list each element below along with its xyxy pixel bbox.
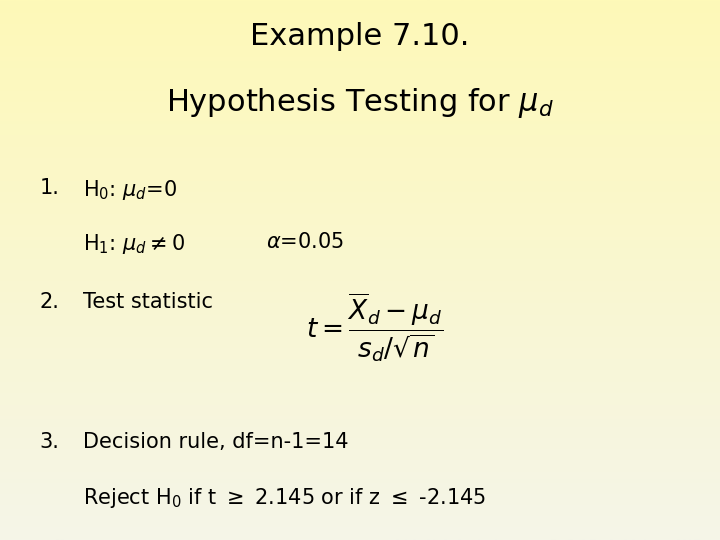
- Text: $\alpha$=0.05: $\alpha$=0.05: [266, 232, 344, 252]
- Text: Hypothesis Testing for $\mu_d$: Hypothesis Testing for $\mu_d$: [166, 86, 554, 120]
- Text: 2.: 2.: [40, 292, 60, 312]
- Text: Test statistic: Test statistic: [83, 292, 213, 312]
- Text: H$_0$: $\mu_d$=0: H$_0$: $\mu_d$=0: [83, 178, 177, 202]
- Text: Example 7.10.: Example 7.10.: [251, 22, 469, 51]
- Text: H$_1$: $\mu_d$$\neq$0: H$_1$: $\mu_d$$\neq$0: [83, 232, 185, 256]
- Text: 1.: 1.: [40, 178, 60, 198]
- Text: Decision rule, df=n-1=14: Decision rule, df=n-1=14: [83, 432, 348, 452]
- Text: $t = \dfrac{\overline{X}_d - \mu_d}{s_d / \sqrt{n}}$: $t = \dfrac{\overline{X}_d - \mu_d}{s_d …: [306, 292, 443, 364]
- Text: Reject H$_0$ if t $\geq$ 2.145 or if z $\leq$ -2.145: Reject H$_0$ if t $\geq$ 2.145 or if z $…: [83, 486, 486, 510]
- Text: 3.: 3.: [40, 432, 60, 452]
